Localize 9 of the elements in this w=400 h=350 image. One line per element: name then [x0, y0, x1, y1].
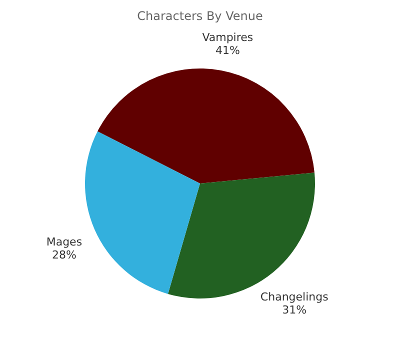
data-label: 41%	[215, 44, 240, 58]
slice-label: Changelings	[260, 290, 329, 304]
data-label: 28%	[52, 248, 76, 262]
chart-title: Characters By Venue	[137, 9, 263, 23]
pie-slice	[98, 68, 314, 184]
pie-slice	[85, 131, 200, 294]
slice-label: Mages	[46, 235, 82, 248]
slice-label: Vampires	[202, 31, 254, 44]
data-label: 31%	[282, 303, 307, 316]
